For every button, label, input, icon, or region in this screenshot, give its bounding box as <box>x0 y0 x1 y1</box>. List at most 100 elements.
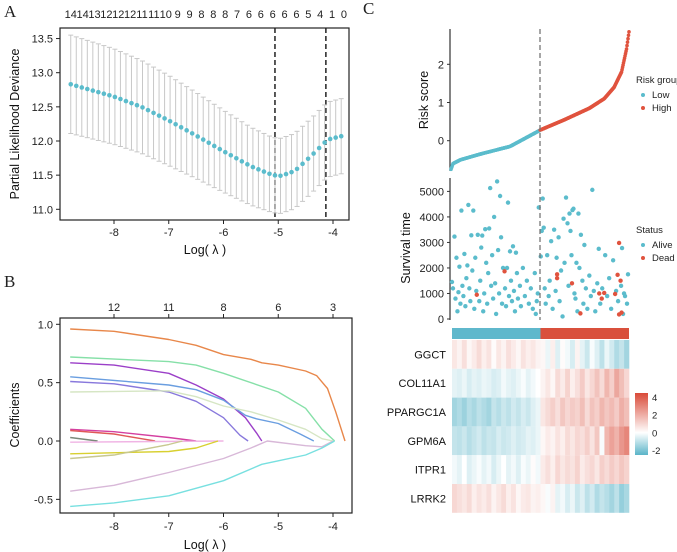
deviance-point <box>333 135 338 140</box>
alive-point <box>530 306 536 311</box>
heatmap-cell <box>506 426 512 456</box>
alive-point <box>548 238 554 244</box>
heatmap-cell <box>491 340 497 369</box>
alive-point <box>481 309 486 314</box>
alive-point <box>505 200 511 205</box>
alive-point <box>574 260 579 266</box>
heatmap-cell <box>535 397 541 427</box>
risk-score-point <box>626 36 630 41</box>
heatmap-cell <box>545 484 551 513</box>
y-tick-label: 0.5 <box>38 378 53 390</box>
alive-point <box>507 249 513 254</box>
alive-point <box>563 195 569 200</box>
heatmap-cell <box>481 455 487 484</box>
heatmap-cell <box>466 426 472 456</box>
alive-point <box>580 278 585 283</box>
coefficient-path <box>70 440 183 460</box>
alive-point <box>554 255 559 260</box>
alive-point <box>624 301 630 306</box>
heatmap-cell <box>545 455 551 484</box>
alive-point <box>488 283 494 289</box>
status-legend-alive: Alive <box>652 240 673 251</box>
heatmap-cell <box>579 426 586 456</box>
deviance-point <box>300 161 305 167</box>
heatmap-cell <box>456 484 463 513</box>
heatmap-cell <box>584 455 590 484</box>
alive-point <box>576 211 581 216</box>
alive-point <box>511 288 517 294</box>
heatmap-cell <box>624 368 630 398</box>
heatmap-cell <box>560 368 566 398</box>
alive-point <box>463 304 468 309</box>
alive-point <box>494 179 500 184</box>
heatmap-cell <box>604 340 610 369</box>
heatmap-cell <box>550 340 556 369</box>
heatmap-cell <box>511 455 517 484</box>
coefficient-path <box>70 428 197 442</box>
heatmap-cell <box>614 397 620 427</box>
alive-point <box>546 293 551 299</box>
alive-point <box>581 301 586 306</box>
heatmap-cell <box>560 426 566 456</box>
heatmap-cell <box>565 426 571 456</box>
gene-label: ITPR1 <box>415 465 446 477</box>
dead-point <box>554 272 560 277</box>
alive-point <box>506 293 512 299</box>
alive-point <box>510 244 516 249</box>
heatmap-cell <box>540 455 546 484</box>
x-tick-label: -4 <box>328 521 338 533</box>
dead-point <box>602 290 607 296</box>
heatmap-cell <box>515 368 522 398</box>
alive-point <box>456 290 461 295</box>
heatmap-cell <box>456 426 463 456</box>
coefficient-path <box>70 436 98 442</box>
colorbar-tick-label: -2 <box>652 446 660 457</box>
heatmap-cell <box>476 484 482 513</box>
top-count-label: 12 <box>108 302 120 314</box>
deviance-point <box>112 94 118 100</box>
deviance-point <box>195 134 201 139</box>
dead-point <box>474 292 479 297</box>
deviance-point <box>294 166 300 172</box>
heatmap-cell <box>476 426 482 456</box>
heatmap-cell <box>614 455 620 484</box>
top-count-label: 11 <box>136 9 147 21</box>
heatmap-cell <box>466 340 472 369</box>
deviance-point <box>173 121 178 127</box>
heatmap-cell <box>540 368 546 398</box>
alive-point <box>453 296 458 301</box>
alive-point <box>486 226 492 231</box>
heatmap-cell <box>486 368 492 398</box>
heatmap-cell <box>574 340 581 369</box>
heatmap-cell <box>550 397 556 427</box>
heatmap-cell <box>461 426 468 456</box>
alive-point <box>526 301 532 306</box>
heatmap-cell <box>525 426 531 456</box>
deviance-point <box>322 140 327 145</box>
deviance-point <box>151 110 156 116</box>
heatmap-cell <box>476 397 482 427</box>
heatmap-cell <box>515 426 522 456</box>
heatmap-cell <box>515 340 522 369</box>
top-count-label: 9 <box>175 9 181 21</box>
risk-legend-title: Risk group <box>636 75 677 86</box>
heatmap-cell <box>511 368 517 398</box>
alive-point <box>458 301 463 306</box>
heatmap-cell <box>461 455 468 484</box>
heatmap-cell <box>599 368 605 398</box>
heatmap-cell <box>570 368 576 398</box>
risk-score-point <box>627 30 631 34</box>
y-tick-label: 0.0 <box>38 436 53 448</box>
x-tick-label: -8 <box>109 227 119 239</box>
low-legend-dot <box>641 93 645 97</box>
deviance-point <box>90 88 96 93</box>
alive-point <box>543 301 548 306</box>
heatmap-cell <box>584 340 590 369</box>
heatmap-cell <box>604 368 610 398</box>
alive-point <box>596 246 601 252</box>
heatmap-cell <box>609 426 615 456</box>
heatmap-cell <box>481 368 487 398</box>
alive-point <box>484 301 490 306</box>
risk-score-point <box>625 40 630 44</box>
